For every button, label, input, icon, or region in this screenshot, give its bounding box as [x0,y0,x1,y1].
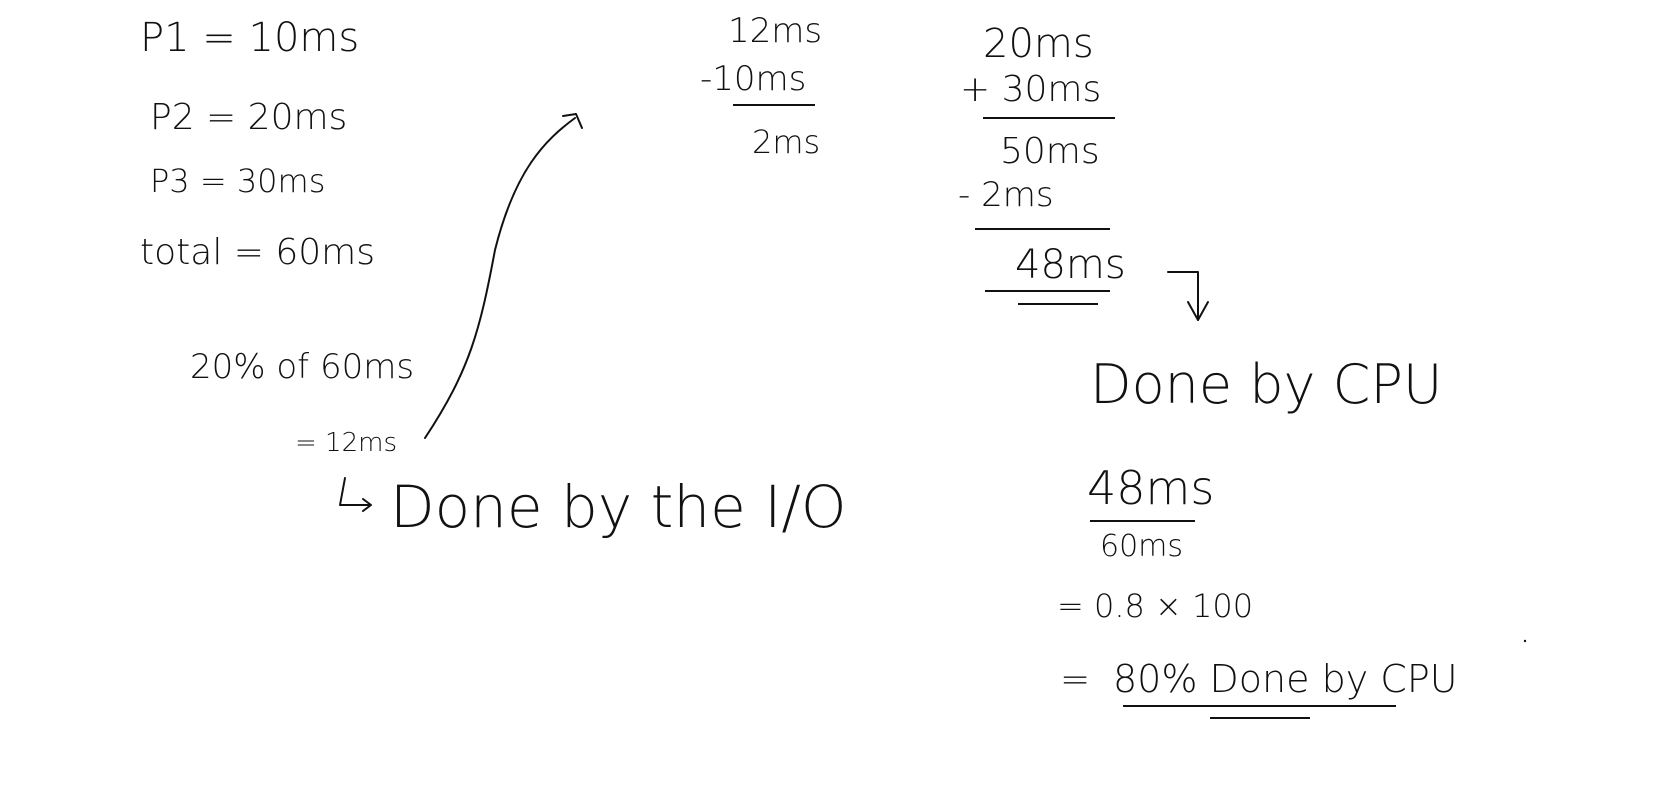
fraction-numerator: 48ms [1087,461,1215,515]
mid-divider [733,104,815,106]
final-underline-1 [1123,705,1396,707]
bent-arrow-icon [339,477,371,506]
bent-arrow-head-icon [362,498,372,512]
mid-result: 2ms [752,123,821,161]
result-line: = 12ms [295,428,398,458]
minus-divider [975,228,1110,230]
curved-arrow-icon [424,117,576,439]
right-sum: 50ms [1000,131,1100,172]
io-note: Done by the I/O [390,473,847,541]
result-underline-2 [1018,303,1098,305]
percent-line: 20% of 60ms [190,347,415,387]
final-equals: = [1060,659,1091,700]
mid-a: 12ms [728,11,823,51]
fraction-denominator: 60ms [1100,529,1184,564]
result-underline-1 [985,290,1110,292]
right-minus: - 2ms [958,175,1054,215]
final-underline-2 [1210,717,1310,719]
mid-b: -10ms [700,59,807,99]
cpu-label: Done by CPU [1090,353,1443,416]
right-a: 20ms [983,21,1094,67]
fraction-bar [1090,520,1195,522]
sum-divider [983,117,1115,119]
stray-dot-icon [1523,639,1527,643]
p3-line: P3 = 30ms [150,162,326,200]
multiply-line: = 0.8 × 100 [1057,587,1254,625]
total-line: total = 60ms [140,232,376,273]
p1-line: P1 = 10ms [140,15,360,61]
down-arrow-icon [1167,271,1199,321]
right-b: + 30ms [960,69,1102,110]
final-result: 80% Done by CPU [1113,657,1458,701]
curved-arrow-head-icon [562,113,583,129]
down-arrow-head-icon [1187,301,1209,321]
p2-line: P2 = 20ms [150,97,348,138]
right-result: 48ms [1015,242,1126,288]
